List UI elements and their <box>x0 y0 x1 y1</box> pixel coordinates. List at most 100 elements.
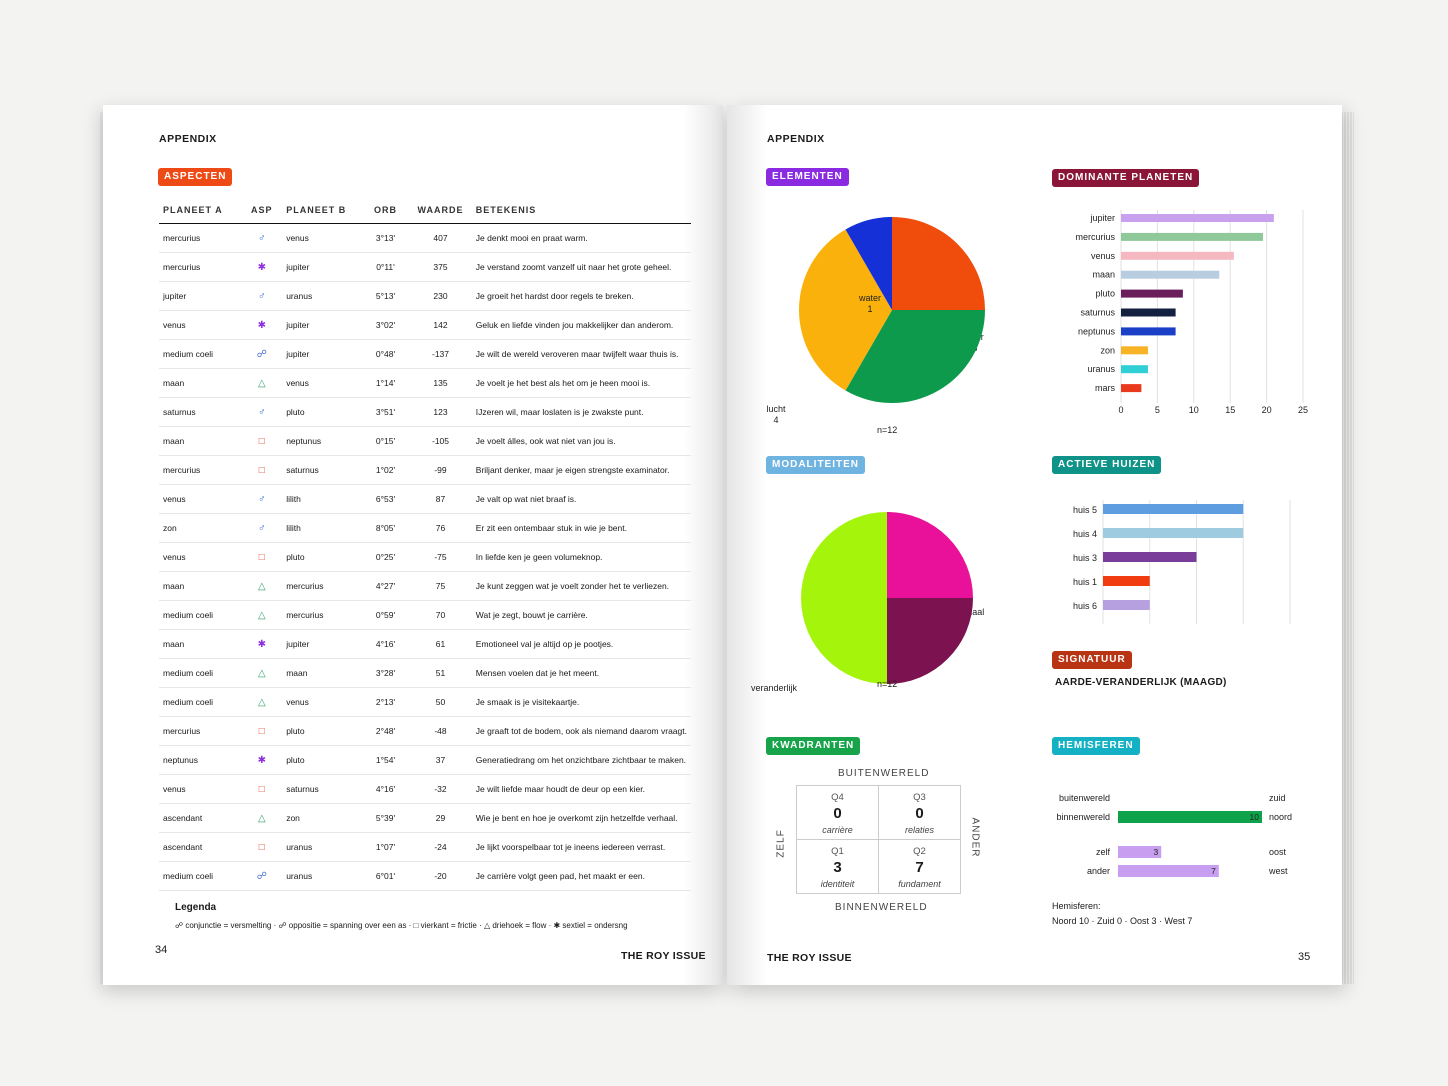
section-pill-signatuur: SIGNATUUR <box>1052 651 1132 669</box>
page-header: APPENDIX <box>159 133 217 145</box>
planeet-b-cell: jupiter <box>282 339 362 369</box>
hemisfeer-value-label: 7 <box>1211 866 1216 876</box>
orb-cell: 5°39' <box>361 803 410 833</box>
orb-cell: 2°48' <box>361 716 410 746</box>
bar-category-label: uranus <box>1087 364 1115 374</box>
quadrant-label: carrière <box>822 825 853 835</box>
quadrant-name: Q1 <box>831 846 844 857</box>
hemisfeer-left-label: zelf <box>1096 847 1111 857</box>
col-betekenis: BETEKENIS <box>471 197 691 224</box>
x-tick-label: 0 <box>1118 405 1123 415</box>
planeet-b-cell: uranus <box>282 861 362 891</box>
waarde-cell: 61 <box>409 629 472 659</box>
aspect-symbol-cell: ☍ <box>241 861 283 891</box>
bar-category-label: zon <box>1100 345 1115 355</box>
quadrant-q4: Q4 0 carrière <box>796 785 879 840</box>
betekenis-cell: Er zit een ontembaar stuk in wie je bent… <box>471 513 691 543</box>
section-pill-actieve-huizen: ACTIEVE HUIZEN <box>1052 456 1162 474</box>
table-row: venus □ pluto 0°25' -75 In liefde ken je geen… <box>159 542 691 572</box>
quadrant-q1: Q1 3 identiteit <box>796 839 879 894</box>
table-row: zon ♂ lilith 8°05' 76 Er zit een ontembaar st… <box>159 513 691 543</box>
bar-category-label: huis 4 <box>1073 529 1097 539</box>
modaliteiten-n: n=12 <box>877 679 898 689</box>
orb-cell: 4°27' <box>361 571 410 601</box>
hemisfeer-right-label: oost <box>1269 847 1287 857</box>
page-header: APPENDIX <box>767 133 825 145</box>
betekenis-cell: Je voelt je het best als het om je heen … <box>471 368 691 398</box>
bar-category-label: huis 5 <box>1073 505 1097 515</box>
pie-label: veranderlijk <box>751 683 798 693</box>
bar-zon <box>1121 346 1148 355</box>
waarde-cell: -20 <box>409 861 472 891</box>
planeet-b-cell: lilith <box>282 513 362 543</box>
table-row: maan ✱ jupiter 4°16' 61 Emotioneel val je alt… <box>159 629 691 659</box>
planeet-b-cell: uranus <box>282 832 362 862</box>
table-row: ascendant △ zon 5°39' 29 Wie je bent en hoe j… <box>159 803 691 833</box>
betekenis-cell: Je graaft tot de bodem, ook als niemand … <box>471 716 691 746</box>
planeet-b-cell: pluto <box>282 716 362 746</box>
aspect-symbol-cell: ✱ <box>241 310 283 340</box>
orb-cell: 3°02' <box>361 310 410 340</box>
waarde-cell: 230 <box>409 281 472 311</box>
col-planeet-b: PLANEET B <box>282 197 362 224</box>
aspect-symbol-cell: △ <box>241 600 283 630</box>
planeet-b-cell: jupiter <box>282 310 362 340</box>
bar-uranus <box>1121 365 1148 374</box>
bar-category-label: maan <box>1092 270 1115 280</box>
betekenis-cell: Je lijkt voorspelbaar tot je ineens iede… <box>471 832 691 862</box>
betekenis-cell: Je kunt zeggen wat je voelt zonder het t… <box>471 571 691 601</box>
table-row: mercurius ♂ venus 3°13' 407 Je denkt mooi en … <box>159 223 691 253</box>
orb-cell: 0°15' <box>361 426 410 456</box>
betekenis-cell: Wie je bent en hoe je overkomt zijn hetz… <box>471 803 691 833</box>
waarde-cell: 50 <box>409 687 472 717</box>
bar-pluto <box>1121 289 1183 298</box>
planeet-a-cell: medium coeli <box>159 600 242 630</box>
x-tick-label: 5 <box>1155 405 1160 415</box>
table-row: mercurius □ saturnus 1°02' -99 Briljant denke… <box>159 455 691 485</box>
aspect-symbol-cell: ♂ <box>241 513 283 543</box>
table-row: maan □ neptunus 0°15' -105 Je voelt álles, oo… <box>159 426 691 456</box>
planeet-a-cell: venus <box>159 310 242 340</box>
orb-cell: 1°54' <box>361 745 410 775</box>
quadrant-name: Q4 <box>831 792 844 803</box>
planeet-a-cell: jupiter <box>159 281 242 311</box>
col-waarde: WAARDE <box>409 197 472 224</box>
quadrant-right-label: ANDER <box>969 817 981 858</box>
hemisfeer-left-label: buitenwereld <box>1059 793 1110 803</box>
bar-huis-6 <box>1103 600 1150 610</box>
orb-cell: 2°13' <box>361 687 410 717</box>
bar-huis-3 <box>1103 552 1197 562</box>
signatuur-value: AARDE-VERANDERLIJK (MAAGD) <box>1055 677 1227 688</box>
waarde-cell: -24 <box>409 832 472 862</box>
orb-cell: 5°13' <box>361 281 410 311</box>
planeet-a-cell: maan <box>159 571 242 601</box>
aspect-symbol-cell: △ <box>241 368 283 398</box>
waarde-cell: 142 <box>409 310 472 340</box>
pie-slice-aarde <box>845 310 985 403</box>
betekenis-cell: Generatiedrang om het onzichtbare zichtb… <box>471 745 691 775</box>
betekenis-cell: Je smaak is je visitekaartje. <box>471 687 691 717</box>
planeet-b-cell: pluto <box>282 745 362 775</box>
waarde-cell: 375 <box>409 252 472 282</box>
table-row: venus □ saturnus 4°16' -32 Je wilt liefde maa… <box>159 774 691 804</box>
aspect-symbol-cell: □ <box>241 716 283 746</box>
bar-category-label: huis 1 <box>1073 577 1097 587</box>
aspect-symbol-cell: ✱ <box>241 629 283 659</box>
dominante-planeten-bar-chart: 0 5 10 15 20 25 jupiter mercurius venus maan pluto… <box>1075 210 1308 415</box>
bar-neptunus <box>1121 327 1176 336</box>
planeet-a-cell: mercurius <box>159 455 242 485</box>
col-planeet-a: PLANEET A <box>159 197 242 224</box>
planeet-a-cell: neptunus <box>159 745 242 775</box>
planeet-b-cell: venus <box>282 368 362 398</box>
bar-maan <box>1121 270 1220 279</box>
waarde-cell: -105 <box>409 426 472 456</box>
orb-cell: 3°28' <box>361 658 410 688</box>
hemisfeer-bar-binnenwereld <box>1118 811 1262 823</box>
table-row: medium coeli △ venus 2°13' 50 Je smaak is je … <box>159 687 691 717</box>
section-pill-aspecten: ASPECTEN <box>158 168 233 186</box>
page-number: 34 <box>155 944 168 956</box>
waarde-cell: 51 <box>409 658 472 688</box>
hemisferen-summary: Noord 10 · Zuid 0 · Oost 3 · West 7 <box>1052 916 1193 926</box>
quadrant-name: Q3 <box>913 792 926 803</box>
hemisfeer-right-label: noord <box>1269 812 1292 822</box>
